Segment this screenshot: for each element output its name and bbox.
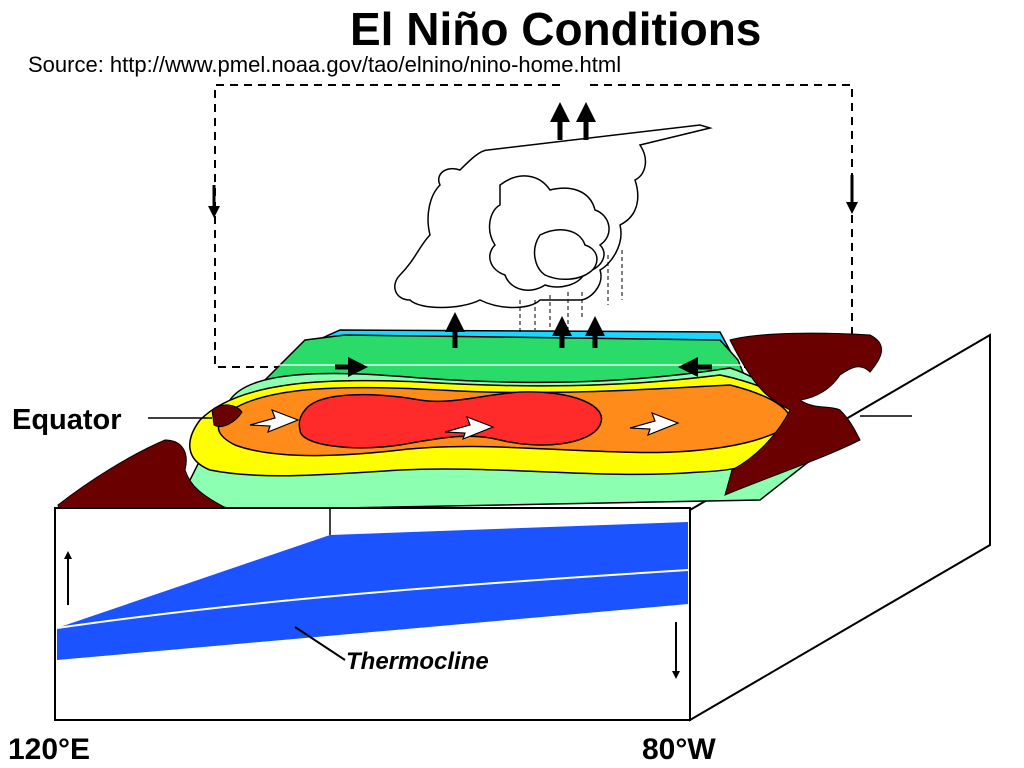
thermocline-line	[56, 569, 689, 629]
rising-air-arrows	[445, 102, 605, 348]
thermocline-pointer	[294, 626, 346, 661]
equator-label: Equator	[12, 404, 122, 436]
longitude-west-label: 120°E	[8, 733, 91, 766]
page-title: El Niño Conditions	[350, 3, 762, 55]
source-citation: Source: http://www.pmel.noaa.gov/tao/eln…	[28, 52, 622, 77]
south-america-land	[724, 332, 882, 496]
indonesia-island	[211, 404, 243, 427]
warm-pool-core	[298, 391, 603, 449]
longitude-east-label: 80°W	[642, 733, 716, 766]
warm-water-layer	[57, 522, 688, 660]
indonesia-australia-land	[57, 439, 231, 513]
eastward-current-arrows	[249, 408, 680, 441]
sea-surface-temperature	[178, 329, 832, 511]
thermocline-label: Thermocline	[346, 648, 489, 675]
convection-clouds	[394, 124, 713, 309]
